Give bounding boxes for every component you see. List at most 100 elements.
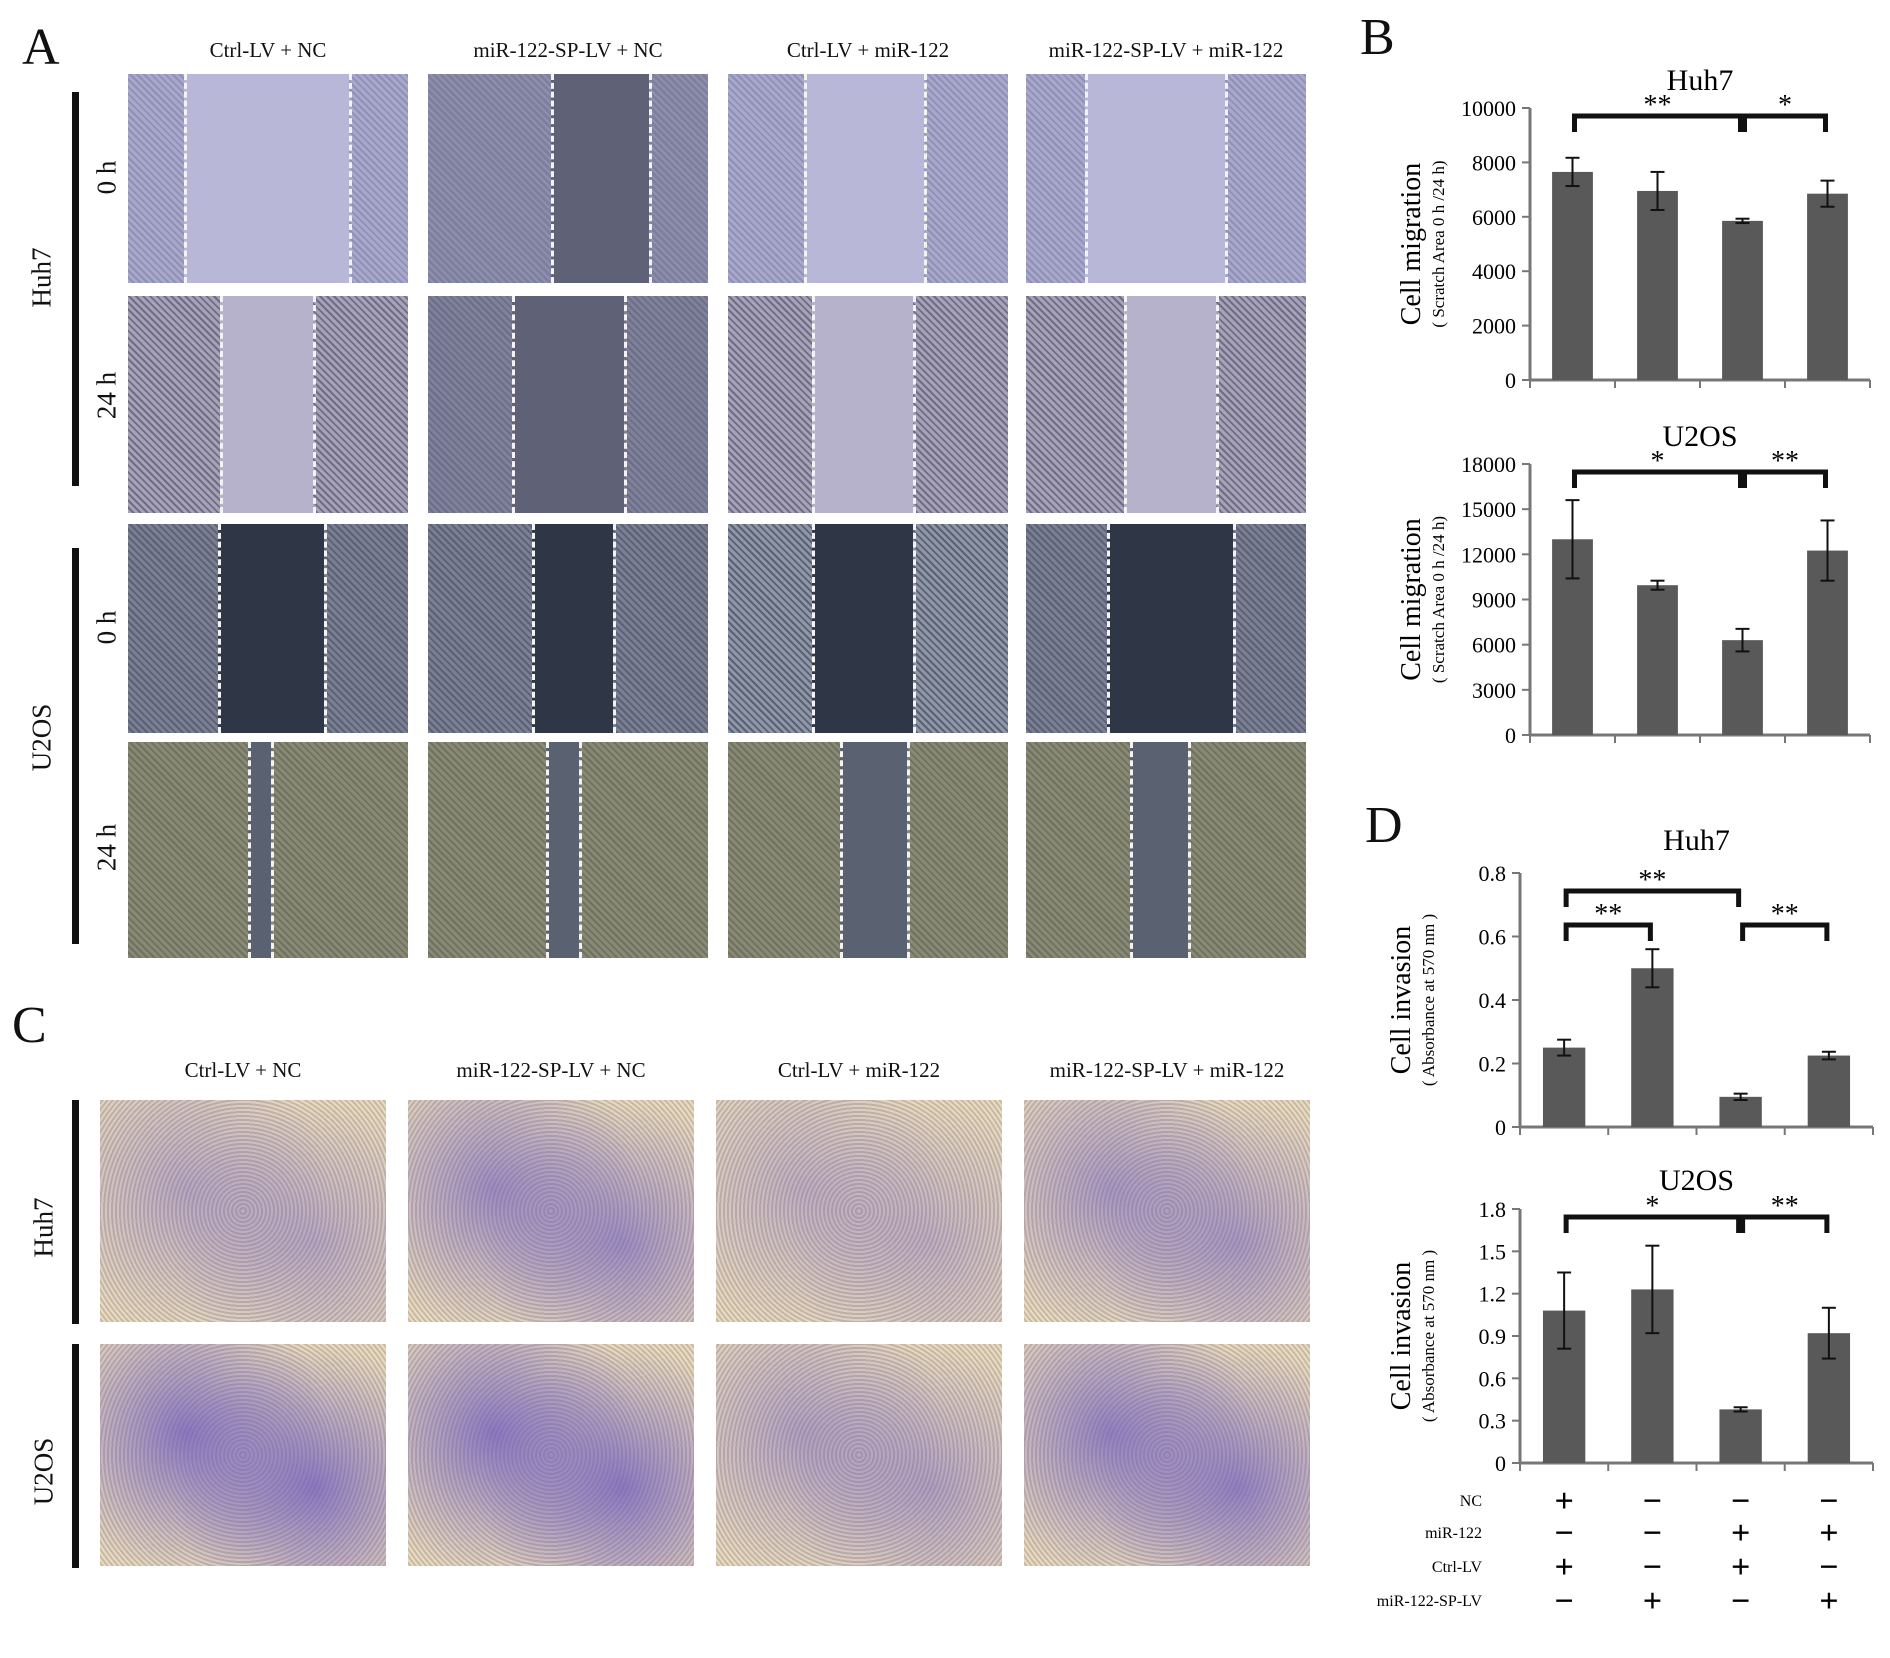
scratch-edge-line: [184, 74, 187, 283]
y-tick-label: 1.5: [1479, 1239, 1507, 1264]
chart-title: Huh7: [1667, 64, 1734, 97]
y-axis-sublabel: ( Absorbance at 570 nm ): [1419, 914, 1438, 1086]
scratch-image: [1026, 524, 1306, 733]
treatment-sign: −: [1819, 1549, 1838, 1586]
scratch-gap: [551, 74, 650, 283]
scratch-gap: [1124, 296, 1217, 513]
y-tick-label: 0: [1505, 368, 1516, 393]
scratch-image: [128, 296, 408, 513]
scratch-edge-line: [1224, 74, 1228, 283]
transwell-image: [716, 1100, 1002, 1322]
scratch-edge-line: [248, 742, 252, 958]
y-tick-label: 8000: [1472, 150, 1516, 175]
significance-bracket: [1563, 922, 1653, 941]
scratch-edge-line: [512, 296, 515, 513]
scratch-edge-line: [912, 296, 916, 513]
y-tick-label: 0.9: [1479, 1324, 1507, 1349]
scratch-edge-line: [551, 74, 555, 283]
scratch-image: [428, 74, 708, 283]
y-tick-label: 1.8: [1479, 1197, 1507, 1222]
bar: [1542, 1047, 1586, 1127]
scratch-edge-line: [612, 524, 616, 733]
panel-label-b: B: [1360, 9, 1395, 66]
transwell-image: [1024, 1344, 1310, 1566]
y-tick-label: 4000: [1472, 259, 1516, 284]
significance-label: **: [1771, 446, 1799, 477]
scratch-edge-line: [312, 296, 316, 513]
transwell-column-title: Ctrl-LV + NC: [184, 1058, 302, 1082]
transwell-image: [716, 1344, 1002, 1566]
transwell-image: [100, 1100, 386, 1322]
scratch-gap: [184, 74, 350, 283]
transwell-image: [1024, 1100, 1310, 1322]
y-tick-label: 9000: [1472, 588, 1516, 613]
y-axis-label: Cell migration: [1396, 163, 1427, 326]
scratch-edge-line: [349, 74, 353, 283]
significance-bracket: [1563, 1214, 1742, 1233]
panel-label-c: C: [12, 997, 47, 1054]
treatment-row-label: miR-122: [1425, 1525, 1482, 1542]
y-tick-label: 2000: [1472, 314, 1516, 339]
scratch-image: [128, 524, 408, 733]
y-tick-label: 6000: [1472, 205, 1516, 230]
significance-label: **: [1771, 1191, 1799, 1222]
treatment-sign: +: [1819, 1515, 1838, 1552]
treatment-sign: +: [1554, 1483, 1573, 1520]
treatment-row-label: NC: [1460, 1493, 1482, 1510]
y-tick-label: 10000: [1461, 96, 1516, 121]
timepoint-label: 24 h: [91, 823, 122, 872]
y-tick-label: 0.2: [1479, 1052, 1507, 1077]
scratch-edge-line: [1107, 524, 1111, 733]
y-tick-label: 18000: [1461, 452, 1516, 477]
bar: [1637, 190, 1678, 380]
y-tick-label: 0.8: [1479, 861, 1507, 886]
y-tick-label: 0: [1505, 723, 1516, 748]
scratch-edge-line: [217, 524, 221, 733]
y-tick-label: 0.6: [1479, 925, 1507, 950]
scratch-edge-line: [1233, 524, 1237, 733]
scratch-image: [428, 296, 708, 513]
scratch-edge-line: [812, 296, 815, 513]
scratch-gap: [812, 296, 913, 513]
scratch-column-title: miR-122-SP-LV + miR-122: [1048, 38, 1284, 62]
scratch-gap: [803, 74, 924, 283]
scratch-image: [428, 524, 708, 733]
chart-title: U2OS: [1659, 1164, 1734, 1197]
y-tick-label: 0.3: [1479, 1409, 1507, 1434]
transwell-u2os-bar: [72, 1344, 79, 1568]
bar: [1631, 968, 1674, 1127]
chart-title: Huh7: [1663, 824, 1730, 857]
y-tick-label: 6000: [1472, 633, 1516, 658]
timepoint-label: 0 h: [91, 610, 122, 645]
treatment-sign: −: [1731, 1483, 1750, 1520]
significance-label: *: [1651, 446, 1665, 477]
bar-charts: Huh7 0 2000 4000 6000 8000 10000 Cell migration…: [1377, 64, 1874, 1620]
scratch-image: [128, 74, 408, 283]
scratch-gap: [217, 524, 324, 733]
scratch-gap: [545, 742, 580, 958]
cell-line-label: Huh7: [26, 247, 57, 308]
scratch-edge-line: [531, 524, 535, 733]
scratch-edge-line: [840, 742, 843, 958]
bar: [1722, 640, 1763, 735]
bar: [1719, 1096, 1762, 1127]
timepoint-label: 24 h: [91, 371, 122, 420]
transwell-image: [408, 1100, 694, 1322]
significance-label: **: [1771, 899, 1799, 930]
scratch-image: [728, 742, 1008, 958]
panel-label-a: A: [22, 19, 60, 76]
treatment-sign: +: [1819, 1583, 1838, 1620]
y-tick-label: 15000: [1461, 497, 1516, 522]
scratch-edge-line: [1216, 296, 1220, 513]
transwell-column-title: miR-122-SP-LV + miR-122: [1049, 1058, 1285, 1082]
y-tick-label: 1.2: [1479, 1282, 1507, 1307]
significance-label: *: [1645, 1191, 1659, 1222]
scratch-edge-line: [579, 742, 583, 958]
treatment-sign: −: [1643, 1483, 1662, 1520]
transwell-huh7-bar: [72, 1100, 79, 1324]
significance-bracket: [1572, 113, 1743, 132]
significance-bracket: [1742, 113, 1828, 132]
transwell-image: [100, 1344, 386, 1566]
scratch-edge-line: [1188, 742, 1192, 958]
scratch-image: [728, 74, 1008, 283]
